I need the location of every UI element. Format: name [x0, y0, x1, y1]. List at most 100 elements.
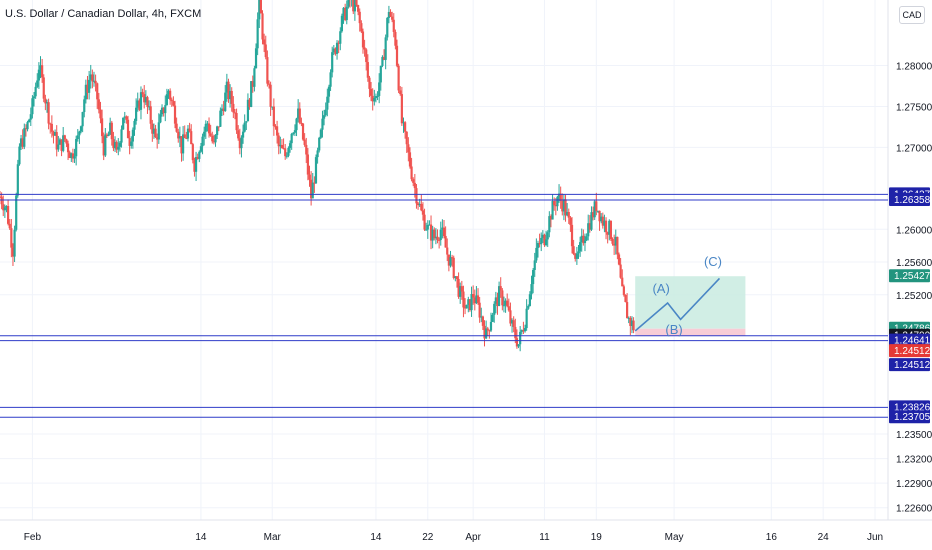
- candle-body: [475, 295, 478, 304]
- candle-body: [630, 320, 634, 326]
- candle-body: [360, 23, 363, 32]
- candle-body: [441, 227, 444, 230]
- candle-body: [481, 316, 484, 326]
- candle-body: [504, 300, 507, 306]
- candle-body: [55, 132, 58, 150]
- candle-body: [549, 216, 553, 220]
- candle-body: [465, 304, 468, 309]
- candle-body: [81, 112, 84, 127]
- candle-body: [235, 113, 238, 131]
- price-axis-tag[interactable]: [889, 400, 930, 414]
- currency-button[interactable]: CAD: [899, 6, 925, 24]
- candle-body: [303, 139, 306, 145]
- candle-body: [139, 92, 143, 110]
- price-axis-tag[interactable]: [889, 269, 930, 283]
- candle-body: [502, 305, 506, 307]
- candle-body: [497, 286, 501, 307]
- candle-body: [357, 5, 360, 12]
- price-axis-tag-label: 1.23705: [894, 412, 931, 423]
- candle-body: [520, 330, 523, 332]
- candle-body: [169, 90, 172, 100]
- candle-body: [564, 199, 567, 216]
- candle-body: [300, 122, 303, 124]
- candle-body: [178, 136, 181, 139]
- candle-body: [36, 80, 39, 87]
- candle-body: [416, 203, 420, 206]
- candle-body: [57, 144, 60, 150]
- candle-body: [253, 68, 256, 87]
- candle-body: [528, 294, 531, 306]
- candle-body: [580, 235, 583, 243]
- candle-body: [454, 276, 457, 278]
- candle-body: [104, 134, 107, 156]
- candle-body: [120, 129, 123, 143]
- candle-body: [199, 146, 203, 152]
- candle-body: [245, 121, 248, 123]
- candle-body: [355, 0, 358, 6]
- candle-body: [279, 144, 282, 147]
- candle-body: [392, 19, 395, 32]
- time-tick-label: Apr: [465, 532, 481, 543]
- price-axis-tag[interactable]: [889, 344, 930, 358]
- candle-body: [149, 106, 152, 124]
- candle-body: [407, 144, 410, 153]
- candle-body: [88, 79, 91, 93]
- candle-body: [264, 44, 267, 58]
- candle-body: [42, 77, 45, 99]
- candle-body: [203, 131, 206, 137]
- candle-body: [337, 42, 340, 44]
- candle-body: [16, 164, 19, 196]
- candle-body: [198, 151, 201, 159]
- candle-body: [182, 134, 185, 154]
- candle-body: [131, 129, 134, 142]
- candle-body: [387, 11, 391, 18]
- candle-body: [335, 42, 339, 54]
- candle-body: [570, 224, 574, 247]
- wave-projection-path[interactable]: [634, 277, 721, 332]
- candle-body: [353, 0, 356, 12]
- candle-body: [557, 193, 561, 197]
- candle-body: [397, 65, 400, 91]
- candle-body: [494, 297, 497, 304]
- candle-body: [408, 152, 412, 167]
- candle-body: [614, 236, 617, 246]
- candle-body: [544, 239, 548, 246]
- candle-body: [593, 201, 596, 218]
- candle-body: [65, 139, 68, 144]
- candle-body: [246, 99, 250, 122]
- candle-body: [579, 242, 582, 252]
- candle-body: [509, 310, 512, 324]
- candle-body: [480, 316, 483, 318]
- candle-body: [284, 148, 287, 157]
- candle-body: [118, 142, 122, 147]
- price-axis-tag[interactable]: [889, 333, 930, 347]
- price-axis-tag[interactable]: [889, 358, 930, 372]
- candle-body: [457, 278, 460, 297]
- candle-body: [608, 220, 611, 235]
- candle-body: [438, 239, 441, 241]
- candle-body: [201, 136, 204, 147]
- candle-body: [476, 295, 480, 303]
- candle-body: [39, 65, 42, 70]
- candle-body: [532, 269, 535, 285]
- candle-body: [196, 157, 199, 159]
- candle-body: [412, 179, 415, 183]
- candle-body: [604, 220, 608, 233]
- price-axis-tag[interactable]: [889, 192, 930, 206]
- candle-body: [470, 294, 473, 311]
- price-axis-tag-label: 1.23826: [894, 402, 931, 413]
- candle-body: [165, 94, 169, 106]
- candle-body: [190, 131, 193, 145]
- candle-body: [540, 237, 543, 245]
- price-axis-tag[interactable]: [889, 410, 930, 424]
- time-tick-label: 16: [766, 532, 778, 543]
- price-axis-tag-label: 1.24512: [894, 346, 931, 357]
- candle-body: [10, 228, 13, 248]
- candle-body: [143, 94, 146, 103]
- candle-body: [267, 83, 271, 85]
- candle-body: [297, 108, 300, 119]
- candle-body: [426, 225, 429, 230]
- candle-body: [191, 144, 194, 161]
- candle-body: [136, 100, 139, 108]
